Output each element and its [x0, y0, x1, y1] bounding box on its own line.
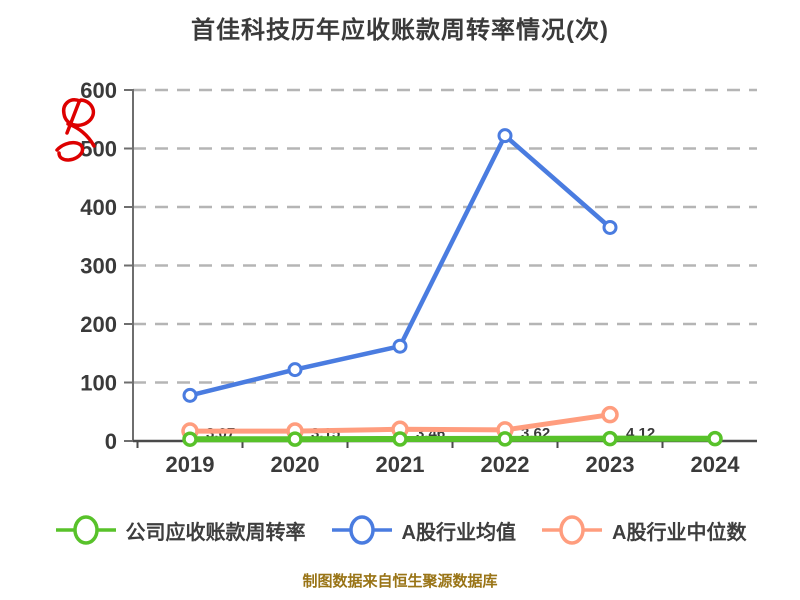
y-axis-ticks: 0 100 200 300 400 500 600 [80, 78, 134, 454]
data-point-marker [287, 362, 303, 378]
x-tick-label: 2020 [271, 452, 320, 477]
x-axis-ticks: 2019 2020 2021 2022 2023 2024 [136, 441, 741, 477]
y-tick-label: 0 [105, 429, 117, 454]
green-line-marker-icon [55, 515, 116, 545]
gridlines [133, 88, 757, 384]
x-tick-label: 2024 [691, 452, 741, 477]
legend-label-industry-mean: A股行业均值 [401, 521, 516, 544]
series-company-turnover-line [182, 430, 723, 447]
data-source-footer: 制图数据来自恒生聚源数据库 [302, 573, 498, 590]
data-point-marker [601, 405, 619, 424]
data-point-marker [497, 431, 513, 447]
y-tick-label: 300 [80, 254, 117, 279]
x-tick-label: 2023 [586, 452, 635, 477]
legend-item-industry-mean: A股行业均值 [330, 512, 516, 548]
data-point-marker [287, 431, 303, 447]
data-point-marker [497, 128, 513, 144]
data-point-marker [182, 431, 198, 447]
legend-label-industry-median: A股行业中位数 [612, 521, 747, 544]
orange-line-marker-icon [542, 515, 602, 545]
data-point-marker [392, 431, 408, 447]
chart-title: 首佳科技历年应收账款周转率情况(次) [191, 17, 609, 44]
y-tick-label: 600 [80, 78, 117, 103]
legend-label-company-turnover: 公司应收账款周转率 [125, 521, 306, 544]
y-tick-label: 400 [80, 195, 117, 220]
legend-item-industry-median: A股行业中位数 [540, 512, 746, 548]
legend-item-company-turnover: 公司应收账款周转率 [54, 512, 306, 548]
red-scribble-annotation [55, 98, 96, 162]
x-tick-label: 2019 [166, 452, 215, 477]
y-tick-label: 100 [80, 371, 117, 396]
legend: 公司应收账款周转率 A股行业均值 A股行业中位数 [0, 512, 800, 548]
series-industry-mean-line [182, 128, 618, 403]
y-tick-label: 500 [80, 137, 117, 162]
y-tick-label: 200 [80, 312, 117, 337]
data-point-marker [602, 219, 618, 235]
x-tick-label: 2021 [376, 452, 425, 477]
data-point-marker [182, 387, 198, 403]
data-point-marker [602, 430, 618, 447]
data-point-marker [707, 430, 723, 447]
x-tick-label: 2022 [481, 452, 530, 477]
data-point-marker [392, 338, 408, 354]
blue-line-marker-icon [331, 515, 392, 545]
